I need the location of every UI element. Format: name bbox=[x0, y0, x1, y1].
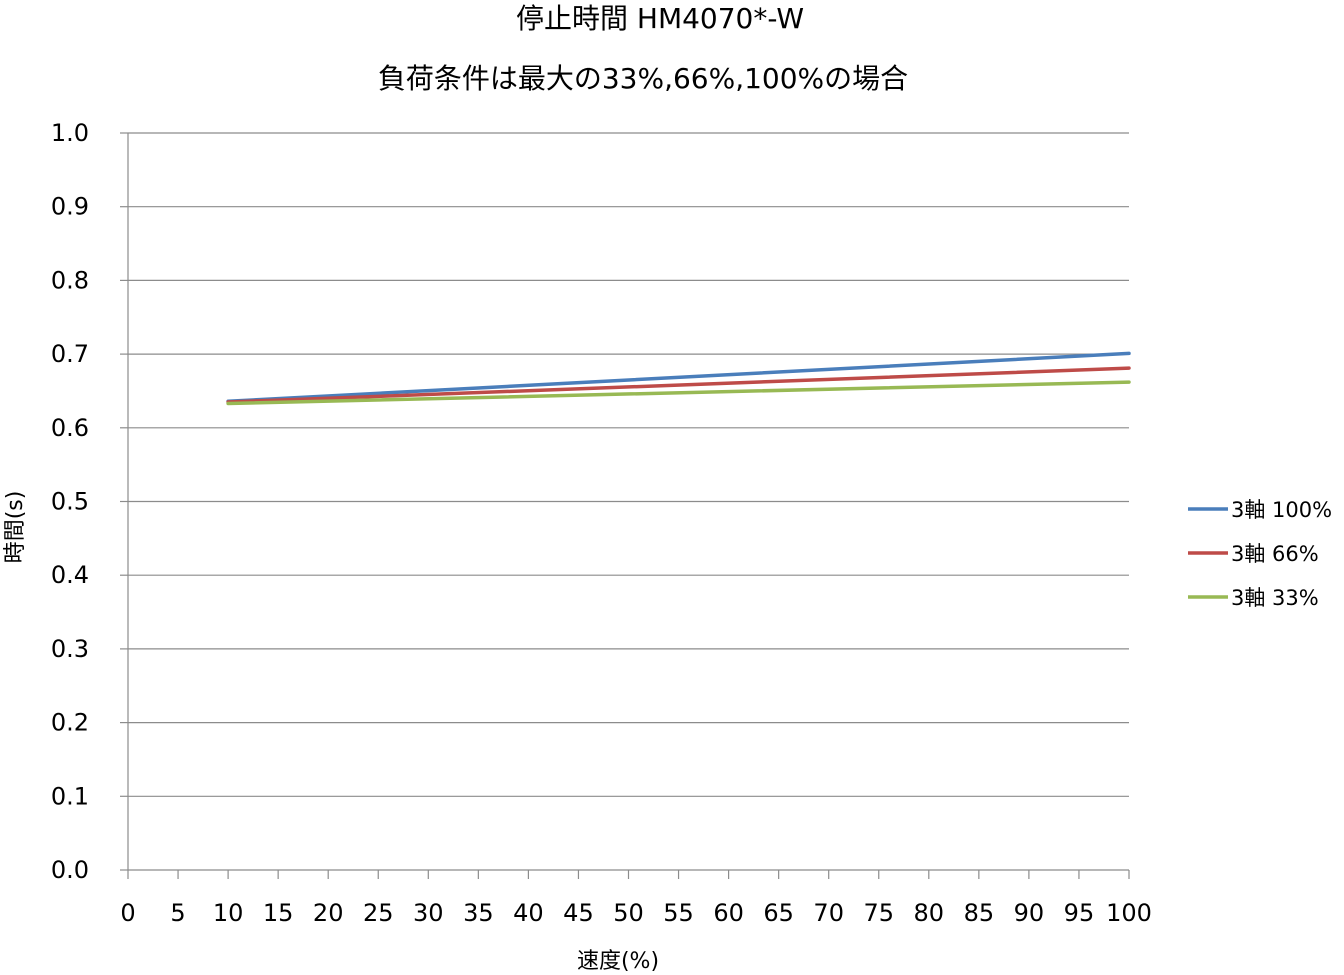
y-axis-label: 時間(s) bbox=[3, 491, 28, 564]
y-tick-label: 0.4 bbox=[51, 561, 89, 589]
y-tick-labels: 0.0 0.1 0.2 0.3 0.4 0.5 0.6 0.7 0.8 0.9 1.0 bbox=[51, 119, 89, 884]
chart-title: 停止時間 HM4070*-W bbox=[516, 2, 804, 35]
y-tick-label: 0.6 bbox=[51, 414, 89, 442]
legend-label: 3軸 66% bbox=[1231, 542, 1319, 566]
gridlines bbox=[120, 132, 1129, 871]
y-tick-label: 1.0 bbox=[51, 119, 89, 147]
y-tick-label: 0.3 bbox=[51, 635, 89, 663]
x-tick-label: 55 bbox=[663, 899, 694, 927]
x-tick-label: 0 bbox=[120, 899, 135, 927]
x-tick-label: 20 bbox=[313, 899, 344, 927]
x-tick-label: 100 bbox=[1106, 899, 1152, 927]
series-line bbox=[226, 351, 1131, 404]
x-tick-label: 65 bbox=[763, 899, 794, 927]
x-tick-label: 90 bbox=[1014, 899, 1045, 927]
x-tick-label: 25 bbox=[363, 899, 394, 927]
y-tick-label: 0.7 bbox=[51, 340, 89, 368]
x-tick-label: 85 bbox=[964, 899, 995, 927]
legend: 3軸 100% 3軸 66% 3軸 33% bbox=[1188, 498, 1332, 610]
legend-label: 3軸 100% bbox=[1231, 498, 1332, 522]
x-tick-label: 10 bbox=[213, 899, 244, 927]
legend-label: 3軸 33% bbox=[1231, 586, 1319, 610]
y-tick-label: 0.9 bbox=[51, 193, 89, 221]
x-tick-label: 30 bbox=[413, 899, 444, 927]
series-line bbox=[226, 380, 1131, 406]
x-axis-label: 速度(%) bbox=[577, 949, 659, 974]
y-tick-label: 0.5 bbox=[51, 488, 89, 516]
x-tick-label: 80 bbox=[914, 899, 945, 927]
y-tick-label: 0.0 bbox=[51, 856, 89, 884]
y-tick-label: 0.2 bbox=[51, 709, 89, 737]
x-tick-label: 15 bbox=[263, 899, 294, 927]
y-tick-label: 0.8 bbox=[51, 266, 89, 294]
x-tick-label: 5 bbox=[170, 899, 185, 927]
x-tick-label: 70 bbox=[813, 899, 844, 927]
series-line bbox=[226, 366, 1131, 404]
x-tick-labels: 0 5 10 15 20 25 30 35 40 45 50 55 60 65 70 75 80 85 90 95 10… bbox=[120, 899, 1152, 927]
x-tick-label: 35 bbox=[463, 899, 494, 927]
x-tick-label: 60 bbox=[713, 899, 744, 927]
x-tick-label: 40 bbox=[513, 899, 544, 927]
y-tick-label: 0.1 bbox=[51, 782, 89, 810]
x-tick-label: 50 bbox=[613, 899, 644, 927]
x-tick-label: 45 bbox=[563, 899, 594, 927]
x-tick-label: 75 bbox=[863, 899, 894, 927]
axes bbox=[127, 133, 1130, 879]
chart-subtitle: 負荷条件は最大の33%,66%,100%の場合 bbox=[378, 62, 908, 95]
x-tick-label: 95 bbox=[1064, 899, 1095, 927]
series-lines bbox=[226, 351, 1131, 406]
